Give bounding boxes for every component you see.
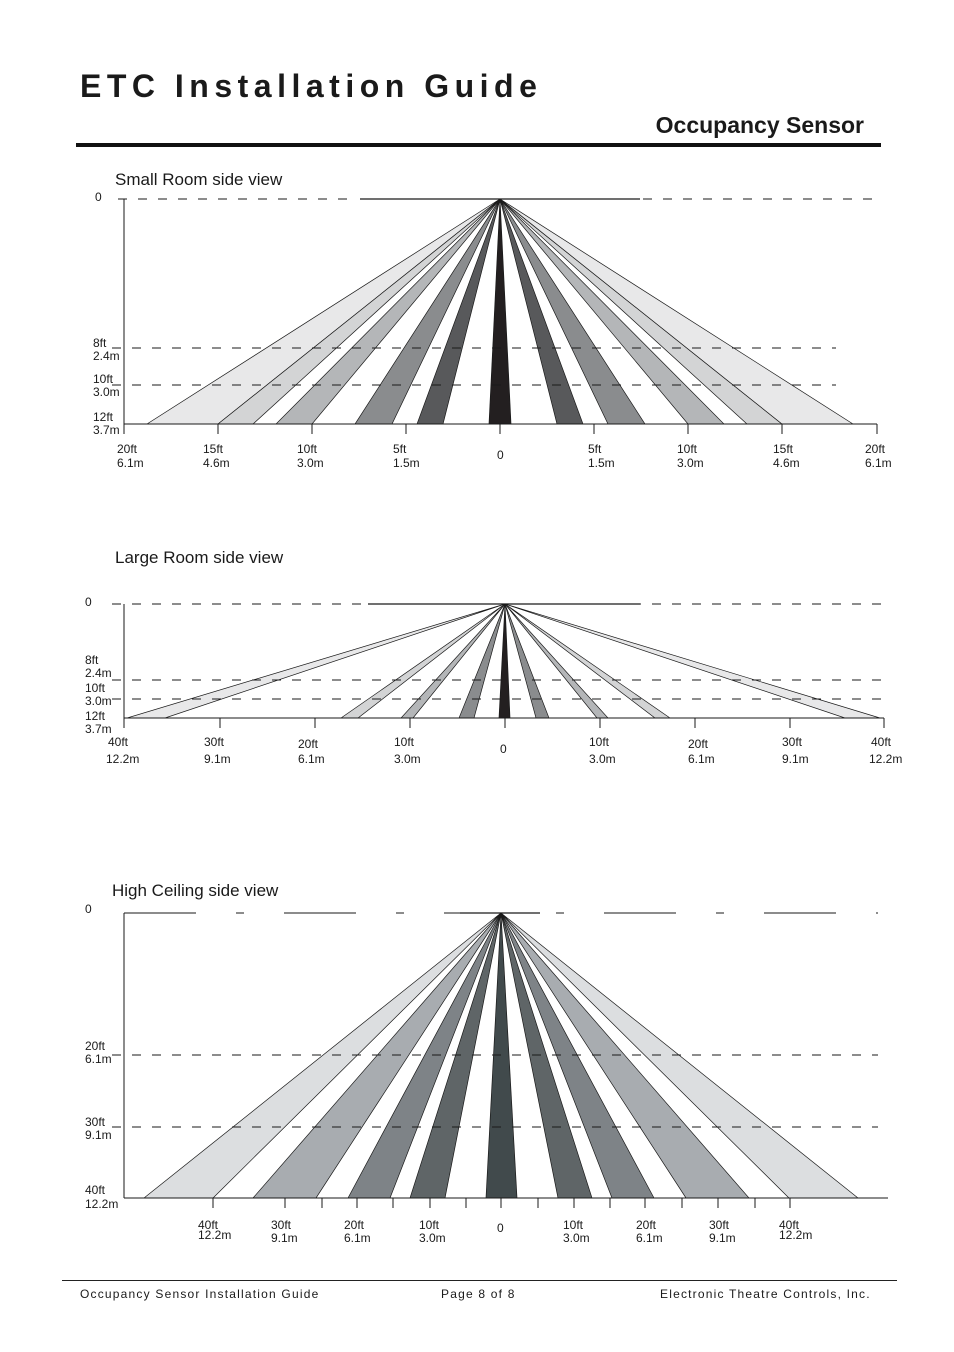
distance-label-ft: 30ft xyxy=(782,735,803,749)
height-label-ft: 8ft xyxy=(85,653,99,667)
high-ceiling-diagram: 020ft6.1m30ft9.1m40ft12.2m40ft12.2m30ft9… xyxy=(85,902,888,1245)
distance-label-m: 3.0m xyxy=(419,1231,446,1245)
distance-label-ft: 40ft xyxy=(198,1218,219,1232)
height-label-m: 12.2m xyxy=(85,1197,118,1211)
height-label-m: 2.4m xyxy=(85,666,112,680)
distance-label-ft: 20ft xyxy=(344,1218,365,1232)
height-label-ft: 10ft xyxy=(85,681,106,695)
distance-label-m: 3.0m xyxy=(297,456,324,470)
distance-label-m: 9.1m xyxy=(782,752,809,766)
distance-label-ft: 10ft xyxy=(419,1218,440,1232)
height-label-ft: 12ft xyxy=(93,410,114,424)
height-zero-label: 0 xyxy=(95,190,102,204)
distance-label-m: 1.5m xyxy=(588,456,615,470)
distance-label-m: 6.1m xyxy=(865,456,892,470)
distance-label-ft: 10ft xyxy=(589,735,610,749)
distance-label-ft: 15ft xyxy=(773,442,794,456)
footer-company: Electronic Theatre Controls, Inc. xyxy=(660,1287,871,1301)
height-label-m: 6.1m xyxy=(85,1052,112,1066)
height-zero-label: 0 xyxy=(85,595,92,609)
distance-label-ft: 40ft xyxy=(779,1218,800,1232)
height-label-m: 3.0m xyxy=(85,694,112,708)
height-label-ft: 40ft xyxy=(85,1183,106,1197)
distance-label-ft: 30ft xyxy=(204,735,225,749)
large-room-diagram: 08ft2.4m10ft3.0m12ft3.7m40ft12.2m30ft9.1… xyxy=(85,595,902,766)
distance-label-m: 6.1m xyxy=(688,752,715,766)
height-label-m: 2.4m xyxy=(93,349,120,363)
distance-label-ft: 5ft xyxy=(393,442,407,456)
height-label-ft: 12ft xyxy=(85,709,106,723)
small-room-diagram: 08ft2.4m10ft3.0m12ft3.7m20ft6.1m15ft4.6m… xyxy=(93,190,892,470)
distance-label-m: 3.0m xyxy=(563,1231,590,1245)
distance-label-m: 4.6m xyxy=(203,456,230,470)
distance-label-m: 6.1m xyxy=(117,456,144,470)
footer-page-number: Page 8 of 8 xyxy=(441,1287,516,1301)
height-label-m: 3.0m xyxy=(93,385,120,399)
detection-beam xyxy=(217,198,501,425)
distance-label-m: 3.0m xyxy=(677,456,704,470)
distance-zero-label: 0 xyxy=(500,742,507,756)
distance-label-m: 3.0m xyxy=(589,752,616,766)
distance-label-ft: 20ft xyxy=(688,737,709,751)
distance-label-ft: 20ft xyxy=(298,737,319,751)
distance-label-m: 12.2m xyxy=(869,752,902,766)
large-room-title: Large Room side view xyxy=(115,548,284,567)
distance-zero-label: 0 xyxy=(497,1221,504,1235)
distance-label-ft: 10ft xyxy=(563,1218,584,1232)
distance-label-ft: 20ft xyxy=(636,1218,657,1232)
distance-label-ft: 40ft xyxy=(871,735,892,749)
distance-label-m: 9.1m xyxy=(709,1231,736,1245)
distance-label-ft: 10ft xyxy=(677,442,698,456)
footer-guide-name: Occupancy Sensor Installation Guide xyxy=(80,1287,320,1301)
footer-rule xyxy=(62,1280,897,1281)
distance-label-ft: 15ft xyxy=(203,442,224,456)
distance-label-ft: 20ft xyxy=(117,442,138,456)
height-label-m: 9.1m xyxy=(85,1128,112,1142)
distance-label-ft: 10ft xyxy=(394,735,415,749)
distance-label-ft: 5ft xyxy=(588,442,602,456)
distance-label-m: 1.5m xyxy=(393,456,420,470)
distance-label-m: 12.2m xyxy=(198,1228,231,1242)
distance-label-m: 3.0m xyxy=(394,752,421,766)
document-title: ETC Installation Guide xyxy=(80,68,543,104)
distance-label-ft: 10ft xyxy=(297,442,318,456)
small-room-title: Small Room side view xyxy=(115,170,283,189)
distance-label-m: 4.6m xyxy=(773,456,800,470)
height-label-m: 3.7m xyxy=(93,423,120,437)
distance-label-ft: 20ft xyxy=(865,442,886,456)
high-ceiling-title: High Ceiling side view xyxy=(112,881,279,900)
distance-label-m: 6.1m xyxy=(636,1231,663,1245)
distance-zero-label: 0 xyxy=(497,448,504,462)
distance-label-m: 9.1m xyxy=(271,1231,298,1245)
detection-beam xyxy=(488,198,512,425)
distance-label-m: 6.1m xyxy=(344,1231,371,1245)
distance-label-m: 6.1m xyxy=(298,752,325,766)
distance-label-ft: 30ft xyxy=(709,1218,730,1232)
height-label-ft: 20ft xyxy=(85,1039,106,1053)
header-rule xyxy=(76,143,881,147)
height-zero-label: 0 xyxy=(85,902,92,916)
detection-beam xyxy=(126,603,506,719)
distance-label-ft: 30ft xyxy=(271,1218,292,1232)
detection-beam xyxy=(504,603,881,719)
height-label-ft: 8ft xyxy=(93,336,107,350)
distance-label-ft: 40ft xyxy=(108,735,129,749)
height-label-m: 3.7m xyxy=(85,722,112,736)
distance-label-m: 12.2m xyxy=(106,752,139,766)
distance-label-m: 9.1m xyxy=(204,752,231,766)
height-label-ft: 10ft xyxy=(93,372,114,386)
document-subtitle: Occupancy Sensor xyxy=(655,112,864,138)
height-label-ft: 30ft xyxy=(85,1115,106,1129)
distance-label-m: 12.2m xyxy=(779,1228,812,1242)
